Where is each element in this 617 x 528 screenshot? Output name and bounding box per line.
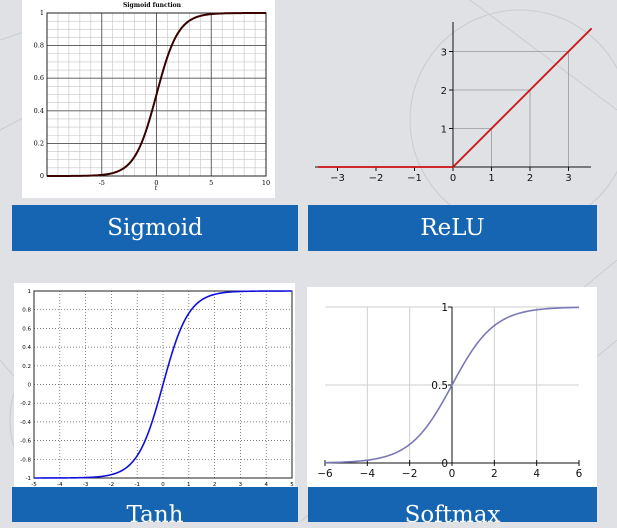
softmax-label: Softmax — [404, 502, 501, 528]
x-tick-label: 5 — [290, 482, 294, 487]
tanh-curve — [34, 290, 292, 479]
x-tick-label: 0 — [154, 179, 158, 187]
x-tick-label: -3 — [83, 482, 89, 487]
x-tick-label: 4 — [264, 482, 268, 487]
y-tick-label: 3 — [441, 48, 447, 59]
softmax-chart: −6 −4 −2 0 2 4 6 0 0.5 1 — [317, 302, 583, 480]
sigmoid-label: Sigmoid — [107, 215, 203, 241]
tanh-label-banner: Tanh — [12, 487, 298, 528]
relu-label: ReLU — [420, 215, 485, 241]
y-tick-label: 0.2 — [34, 139, 44, 147]
sigmoid-label-banner: Sigmoid — [12, 205, 298, 251]
y-tick-label: 0.2 — [22, 364, 31, 370]
y-tick-label: 0.4 — [22, 345, 31, 351]
x-tick-label: 6 — [576, 468, 583, 480]
x-tick-label: -1 — [134, 482, 139, 487]
x-tick-label: 1 — [488, 173, 494, 184]
tanh-chart: -5 -4 -3 -2 -1 0 1 2 3 4 5 -1 -0.8 -0.6 -0.4 -0.2 0 0.2 0.… — [20, 289, 294, 487]
chart-title: Sigmoid function — [123, 2, 182, 9]
y-tick-label: 1 — [441, 125, 447, 136]
x-tick-label: −2 — [402, 468, 417, 480]
x-tick-label: −1 — [407, 173, 422, 184]
x-tick-label: 2 — [491, 468, 498, 480]
x-tick-label: 5 — [209, 179, 213, 187]
x-tick-label: 0 — [449, 468, 456, 480]
plot-frame — [46, 12, 267, 177]
sigmoid-chart: Sigmoid function t -5 0 5 10 0 0.2 0.4 0.6 0.8 1 — [34, 2, 270, 192]
x-tick-label: 2 — [527, 173, 533, 184]
y-tick-label: 0 — [40, 172, 44, 180]
x-tick-label: 1 — [187, 482, 191, 487]
x-tick-label: 10 — [262, 179, 270, 187]
y-tick-label: 1 — [441, 302, 448, 314]
y-tick-label: -0.4 — [20, 420, 31, 426]
relu-chart-panel: −3 −2 −1 0 1 2 3 1 2 3 — [307, 0, 597, 198]
x-tick-label: 4 — [533, 468, 540, 480]
y-tick-label: -0.2 — [20, 401, 31, 407]
x-tick-label: 3 — [565, 173, 571, 184]
y-tick-label: 0.6 — [22, 326, 31, 332]
tanh-chart-panel: -5 -4 -3 -2 -1 0 1 2 3 4 5 -1 -0.8 -0.6 -0.4 -0.2 0 0.2 0.… — [14, 283, 295, 487]
relu-chart: −3 −2 −1 0 1 2 3 1 2 3 — [315, 22, 593, 184]
y-tick-label: 1 — [40, 9, 44, 17]
tanh-label: Tanh — [126, 502, 184, 528]
y-tick-label: 1 — [28, 289, 32, 295]
y-tick-label: 0 — [28, 383, 32, 389]
y-tick-label: 2 — [441, 86, 447, 97]
x-tick-label: −6 — [317, 468, 333, 480]
sigmoid-chart-panel: Sigmoid function t -5 0 5 10 0 0.2 0.4 0.6 0.8 1 — [22, 0, 275, 198]
relu-line — [318, 27, 593, 168]
x-tick-label: 2 — [213, 482, 217, 487]
y-tick-label: -1 — [26, 476, 31, 482]
x-axis-label: t — [155, 185, 158, 192]
x-tick-label: 0 — [161, 482, 165, 487]
y-tick-label: 0.5 — [431, 380, 448, 392]
y-tick-label: 0.8 — [34, 42, 44, 50]
x-tick-label: −4 — [360, 468, 376, 480]
x-tick-label: -5 — [99, 179, 105, 187]
x-tick-label: −2 — [369, 173, 384, 184]
relu-label-banner: ReLU — [308, 205, 597, 251]
x-tick-label: -5 — [31, 482, 37, 487]
y-tick-label: -0.6 — [20, 439, 31, 445]
y-tick-label: 0.4 — [34, 107, 44, 115]
softmax-chart-panel: −6 −4 −2 0 2 4 6 0 0.5 1 — [307, 287, 597, 487]
plot-frame — [33, 290, 293, 479]
x-tick-label: -4 — [57, 482, 63, 487]
y-tick-label: 0 — [441, 458, 448, 470]
x-tick-label: 0 — [450, 173, 456, 184]
x-tick-label: −3 — [330, 173, 345, 184]
x-tick-label: 3 — [239, 482, 243, 487]
softmax-curve — [324, 306, 580, 464]
y-tick-label: -0.8 — [20, 457, 31, 463]
y-tick-label: 0.8 — [22, 308, 31, 314]
y-tick-label: 0.6 — [34, 74, 44, 82]
x-tick-label: -2 — [109, 482, 114, 487]
sigmoid-curve — [47, 12, 266, 177]
softmax-label-banner: Softmax — [308, 487, 597, 528]
